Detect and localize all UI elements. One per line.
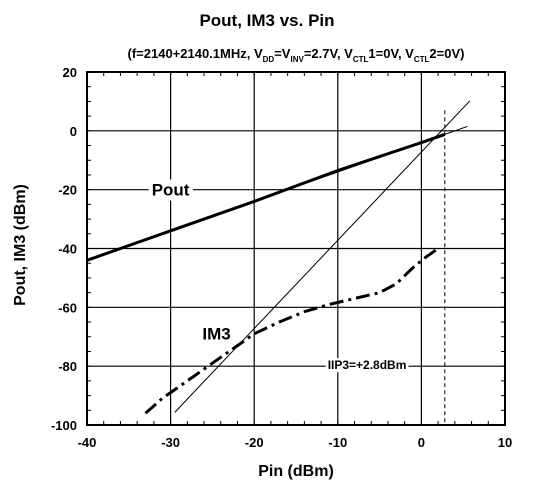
chart-subtitle: (f=2140+2140.1MHz, VDD=VINV=2.7V, VCTL1=… xyxy=(128,46,465,64)
chart-title: Pout, IM3 vs. Pin xyxy=(199,11,334,30)
x-tick-label: -10 xyxy=(328,435,347,450)
subtitle-part: =2.7V, V xyxy=(304,46,353,61)
series-line-im3 xyxy=(144,247,439,415)
iip3-label: IIP3=+2.8dBm xyxy=(328,358,407,372)
y-tick-label: -100 xyxy=(51,418,77,433)
series-label: Pout xyxy=(152,181,190,200)
subtitle-part: CTL xyxy=(414,55,430,64)
series-line-pout xyxy=(87,132,446,262)
y-tick-label: -20 xyxy=(58,183,77,198)
x-axis-label: Pin (dBm) xyxy=(258,463,334,480)
extrapolation-line xyxy=(174,100,471,413)
y-tick-label: -80 xyxy=(58,359,77,374)
x-tick-label: -20 xyxy=(245,435,264,450)
y-tick-label: -40 xyxy=(58,242,77,257)
y-axis-label: Pout, IM3 (dBm) xyxy=(12,184,29,306)
subtitle-part: 1=0V, V xyxy=(368,46,414,61)
subtitle-part: (f=2140+2140.1MHz, V xyxy=(128,46,263,61)
plot-clip-group xyxy=(87,100,471,425)
subtitle-part: CTL xyxy=(353,55,369,64)
subtitle-part: DD xyxy=(263,55,275,64)
subtitle-part: =V xyxy=(274,46,291,61)
subtitle-part: INV xyxy=(290,55,304,64)
y-tick-label: 0 xyxy=(70,124,77,139)
y-tick-label: 20 xyxy=(63,65,77,80)
iip3-label-bg xyxy=(325,358,409,373)
x-tick-label: -30 xyxy=(161,435,180,450)
series-label-bg xyxy=(199,323,234,345)
series-label: IM3 xyxy=(202,325,230,344)
series-label-bg xyxy=(148,179,193,201)
plot-frame xyxy=(86,71,506,426)
x-tick-label: -40 xyxy=(78,435,97,450)
subtitle-part: 2=0V) xyxy=(429,46,464,61)
y-tick-label: -60 xyxy=(58,300,77,315)
x-tick-label: 0 xyxy=(418,435,425,450)
x-tick-label: 10 xyxy=(498,435,512,450)
